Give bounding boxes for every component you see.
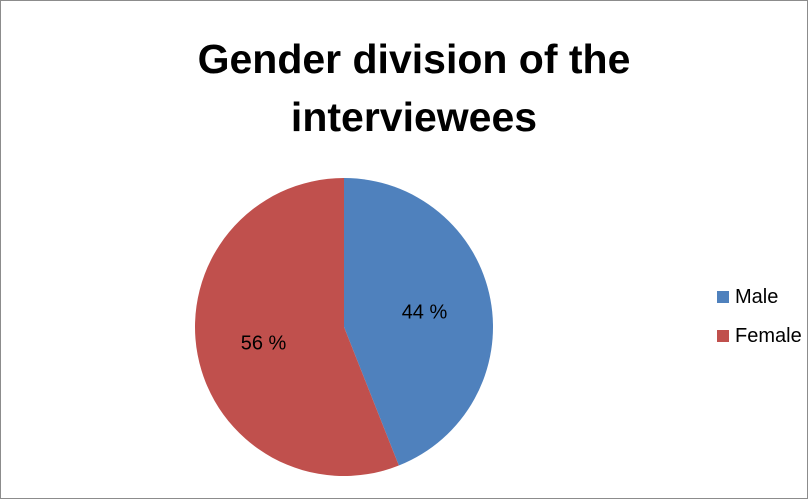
- pie-slice-male: [344, 178, 493, 466]
- legend-label-male: Male: [735, 286, 779, 308]
- chart-title-line-1: Gender division of the: [197, 36, 631, 82]
- legend-item-female: Female: [717, 326, 802, 346]
- legend-label-female: Female: [735, 325, 802, 347]
- data-label-female: 56 %: [241, 332, 287, 354]
- chart-title-line-2: interviewees: [290, 94, 538, 140]
- data-label-male: 44 %: [402, 302, 448, 324]
- pie-slice-female: [194, 178, 399, 477]
- legend-item-male: Male: [717, 287, 802, 307]
- legend-swatch-male: [717, 291, 729, 303]
- legend: Male Female: [717, 287, 802, 365]
- legend-swatch-female: [717, 330, 729, 342]
